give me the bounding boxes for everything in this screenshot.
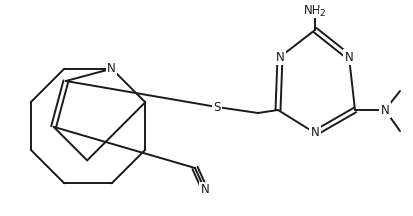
Text: N: N [380, 103, 389, 116]
Text: N: N [107, 62, 116, 75]
Text: 2: 2 [318, 8, 324, 17]
Text: N: N [344, 51, 353, 64]
Text: S: S [213, 100, 220, 113]
Text: N: N [275, 51, 284, 64]
Text: NH: NH [304, 3, 321, 16]
Text: N: N [310, 127, 318, 140]
Text: N: N [200, 184, 209, 197]
